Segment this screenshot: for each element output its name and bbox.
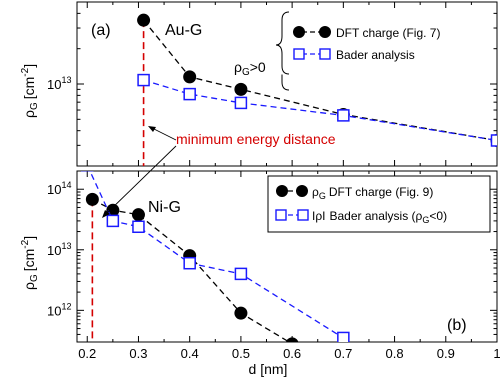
x-tick-label: 0.2 bbox=[78, 346, 96, 361]
panel-b-series-0-line bbox=[92, 198, 291, 342]
annotation-background bbox=[172, 129, 384, 149]
x-tick-label: 0.9 bbox=[437, 346, 455, 361]
x-tick-label: 0.4 bbox=[181, 346, 199, 361]
annotation-arrow-b bbox=[105, 145, 177, 215]
legend-b-dft-marker-1 bbox=[276, 185, 288, 197]
panel-a-ylabel: ρG[cm-2] bbox=[20, 64, 40, 118]
panel-b-tag: (b) bbox=[447, 317, 467, 334]
annotation-arrowhead-a bbox=[148, 126, 156, 132]
panel-b-series-1-point bbox=[132, 220, 145, 234]
panel-b-series-0-point bbox=[234, 306, 248, 320]
panel-a-series-1-point bbox=[490, 134, 497, 147]
legend-a-dft-marker-2 bbox=[319, 26, 331, 38]
panel-b-y-tick-label: 1012 bbox=[47, 301, 71, 318]
legend-a-brace-overlay bbox=[275, 11, 290, 75]
legend-a-entry-bader: Bader analysis bbox=[293, 48, 415, 62]
legend-b-box bbox=[267, 175, 491, 233]
annotation-arrow-a bbox=[151, 127, 177, 141]
legend-b-bader-marker-2 bbox=[297, 209, 309, 221]
x-tick-label: 0.5 bbox=[232, 346, 250, 361]
x-tick-label: 0.8 bbox=[386, 346, 404, 361]
legend-b-entry-dft: ρG DFT charge (Fig. 9) bbox=[276, 185, 433, 201]
legend-a-dft-label: DFT charge (Fig. 7) bbox=[336, 26, 440, 40]
panel-a-series-0-point bbox=[234, 82, 248, 96]
panel-a-y-tick-label: 1013 bbox=[47, 75, 71, 92]
legend-b-entry-bader: IρI Bader analysis (ρG<0) bbox=[275, 209, 447, 225]
panel-b-y-tick-label: 1014 bbox=[47, 180, 71, 197]
panel-b-axes: 0.2 0.3 0.4 0.5 0.6 0.7 0.8 0.9 1 1014 1013 1012 bbox=[47, 170, 500, 361]
panel-a-axes: 1013 bbox=[47, 1, 498, 167]
legend-b-dft-label: ρG DFT charge (Fig. 9) bbox=[312, 185, 433, 201]
legend-a-bader-marker-2 bbox=[319, 48, 331, 60]
panel-a-series-0-point bbox=[137, 13, 151, 27]
annotation-arrowhead-b bbox=[102, 210, 110, 218]
panel-a-series-1-point bbox=[137, 73, 150, 87]
panel-a-series-0-point bbox=[183, 70, 197, 84]
panel-b-series-1-point bbox=[106, 214, 120, 228]
panel-b-series-1-point bbox=[234, 267, 248, 281]
panel-b-ylabel: ρG[cm-2] bbox=[20, 236, 40, 290]
panel-a-condition: ρG>0 bbox=[234, 59, 266, 78]
legend-a-dft-marker-1 bbox=[293, 26, 305, 38]
panel-b-y-tick-label: 1013 bbox=[47, 241, 71, 258]
panel-b-series-1-point bbox=[183, 256, 196, 270]
x-tick-label: 0.6 bbox=[283, 346, 301, 361]
panel-a-series-1-point bbox=[337, 109, 350, 122]
legend-a-bader-label: Bader analysis bbox=[336, 48, 415, 62]
annotation-text: minimum energy distance bbox=[176, 131, 336, 147]
legend-b-bader-marker-1 bbox=[275, 209, 287, 221]
panel-a-series-1-point bbox=[183, 87, 196, 101]
panel-a-series-1-point bbox=[234, 96, 248, 110]
x-tick-label: 0.7 bbox=[334, 346, 352, 361]
panel-b-series-0-point bbox=[131, 208, 145, 222]
panel-b-series-1-point bbox=[337, 331, 350, 342]
legend-a-bader-marker-1 bbox=[293, 48, 305, 60]
panel-b-metal-label: Ni-G bbox=[148, 199, 181, 216]
panel-a-data bbox=[137, 13, 497, 147]
panel-a-metal-label: Au-G bbox=[165, 22, 202, 39]
legend-a-entry-dft: DFT charge (Fig. 7) bbox=[293, 26, 440, 40]
x-tick-label: 0.3 bbox=[129, 346, 147, 361]
panel-a-tag: (a) bbox=[91, 22, 111, 39]
panel-b-series-0-point bbox=[85, 192, 99, 206]
x-tick-label: 1 bbox=[493, 346, 500, 361]
panel-b-series-0-point bbox=[285, 337, 299, 342]
min-energy-lines bbox=[91, 20, 145, 342]
x-axis-title: d [nm] bbox=[249, 361, 288, 377]
legend-a-box bbox=[279, 9, 493, 75]
legend-b-dft-marker-2 bbox=[296, 185, 308, 197]
legend-b-bader-label: IρI Bader analysis (ρG<0) bbox=[312, 209, 447, 225]
